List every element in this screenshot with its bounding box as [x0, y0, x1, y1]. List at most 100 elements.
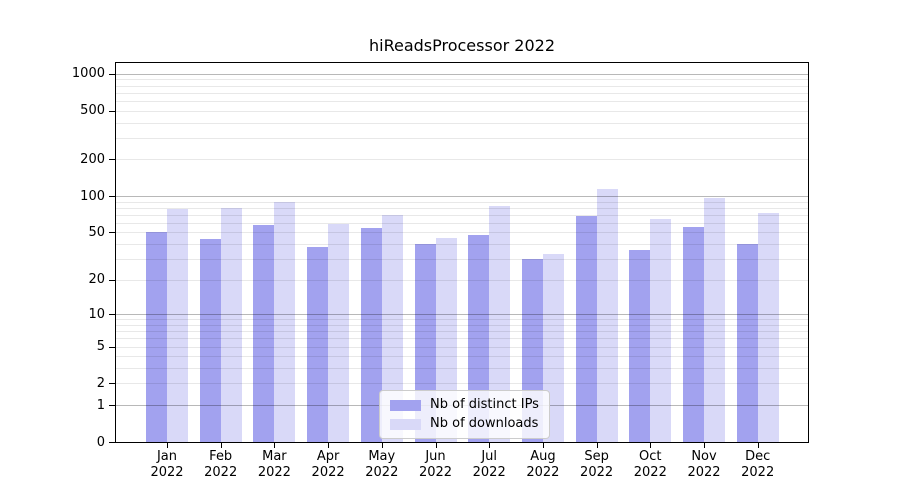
x-axis-tick-label: Jun 2022	[404, 449, 468, 481]
bar-downloads	[650, 218, 672, 442]
y-axis-tick-label: 500	[80, 103, 105, 119]
grid-line-minor	[116, 338, 808, 340]
grid-line-minor	[116, 79, 808, 81]
bar-downloads	[167, 209, 188, 442]
x-axis-tick-label-month: Aug	[530, 449, 556, 464]
x-axis-tick-label-year: 2022	[472, 465, 506, 480]
bar-distinct-ips	[629, 249, 651, 442]
legend-entry-distinct-ips: Nb of distinct IPs	[390, 397, 539, 413]
y-axis-tick	[109, 110, 115, 112]
bar-downloads	[328, 223, 350, 442]
bar-distinct-ips	[253, 224, 275, 442]
x-axis-tick	[596, 443, 598, 448]
y-axis-tick-label: 20	[88, 272, 105, 288]
bar-downloads	[757, 213, 779, 442]
grid-line-minor	[116, 110, 808, 112]
y-axis-tick	[109, 232, 115, 234]
x-axis-tick-label-year: 2022	[526, 465, 560, 480]
y-axis-tick-label: 10	[88, 306, 105, 322]
plot-area	[115, 62, 809, 443]
x-axis-tick-label: Feb 2022	[189, 449, 253, 481]
x-axis-tick-label: Nov 2022	[672, 449, 736, 481]
y-axis-tick-label: 50	[88, 224, 105, 240]
bar-distinct-ips	[575, 215, 597, 442]
x-axis-tick-label-year: 2022	[741, 465, 775, 480]
y-axis-tick	[109, 314, 115, 316]
y-axis-tick	[109, 442, 115, 443]
x-axis-tick-label-month: Apr	[316, 449, 340, 464]
bar-downloads	[596, 189, 618, 442]
x-axis-tick	[542, 443, 544, 448]
grid-line-minor	[116, 368, 808, 370]
x-axis-tick-label: Mar 2022	[242, 449, 306, 481]
y-axis-tick-label: 2	[96, 375, 105, 391]
x-axis-tick	[220, 443, 222, 448]
bar-distinct-ips	[360, 228, 382, 442]
x-axis-tick-label-month: Nov	[691, 449, 717, 464]
x-axis-tick-label-month: Jul	[481, 449, 498, 464]
x-axis-tick-label: Apr 2022	[296, 449, 360, 481]
legend-swatch-downloads	[390, 418, 421, 430]
bar-distinct-ips	[736, 244, 758, 442]
x-axis-tick	[381, 443, 383, 448]
x-axis-tick-label-month: Sep	[584, 449, 609, 464]
grid-line-minor	[116, 207, 808, 209]
bar-downloads	[381, 214, 403, 442]
x-axis-tick-label: Jan 2022	[135, 449, 199, 481]
x-axis-tick-label-month: Dec	[745, 449, 771, 464]
x-axis-tick-label-month: Jan	[156, 449, 178, 464]
bar-downloads	[489, 205, 511, 442]
x-axis-tick-label-year: 2022	[580, 465, 614, 480]
legend-entry-downloads: Nb of downloads	[390, 416, 539, 432]
y-axis-tick-label: 1	[96, 397, 105, 413]
grid-line-major	[116, 73, 808, 75]
x-axis-tick	[435, 443, 437, 448]
bar-distinct-ips	[683, 226, 704, 442]
x-axis-tick-label: Oct 2022	[618, 449, 682, 481]
grid-line-minor	[116, 232, 808, 234]
x-axis-tick-label: Dec 2022	[726, 449, 790, 481]
grid-line-minor	[116, 279, 808, 281]
y-axis-tick	[109, 346, 115, 348]
grid-layer	[116, 63, 808, 442]
x-axis-tick-label-month: Oct	[639, 449, 662, 464]
x-axis-tick	[757, 443, 759, 448]
y-axis-tick-label: 200	[80, 151, 105, 167]
x-axis-tick	[489, 443, 491, 448]
grid-line-minor	[116, 324, 808, 326]
x-axis-tick-label: May 2022	[350, 449, 414, 481]
y-axis-tick-label: 1000	[71, 66, 105, 82]
grid-line-minor	[116, 201, 808, 203]
x-axis-tick-label-year: 2022	[418, 465, 453, 480]
y-axis-tick	[109, 405, 115, 407]
x-axis-tick-label-year: 2022	[311, 465, 345, 480]
x-axis-tick-label: Aug 2022	[511, 449, 575, 481]
bar-downloads	[220, 208, 242, 442]
grid-line-minor	[116, 244, 808, 246]
grid-line-minor	[116, 222, 808, 224]
y-axis-tick	[109, 73, 115, 75]
grid-line-minor	[116, 92, 808, 94]
x-axis-tick-label-year: 2022	[687, 465, 721, 480]
grid-line-minor	[116, 214, 808, 216]
y-axis-tick-label: 100	[80, 188, 105, 204]
grid-line-minor	[116, 137, 808, 139]
grid-line-major	[116, 314, 808, 316]
grid-line-minor	[116, 383, 808, 385]
legend-label-distinct-ips: Nb of distinct IPs	[430, 397, 539, 412]
x-axis-tick-label-year: 2022	[633, 465, 667, 480]
y-axis-tick	[109, 279, 115, 281]
legend-label-downloads: Nb of downloads	[430, 416, 539, 431]
x-axis-tick-label-month: May	[368, 449, 396, 464]
x-axis-tick-label-year: 2022	[150, 465, 184, 480]
x-axis-tick	[328, 443, 330, 448]
grid-line-minor	[116, 101, 808, 103]
grid-line-minor	[116, 159, 808, 161]
x-axis-tick-label: Sep 2022	[565, 449, 629, 481]
legend-swatch-distinct-ips	[390, 399, 421, 411]
x-axis-tick	[167, 443, 168, 448]
bar-distinct-ips	[307, 246, 329, 442]
x-axis-tick	[650, 443, 652, 448]
grid-line-minor	[116, 331, 808, 333]
